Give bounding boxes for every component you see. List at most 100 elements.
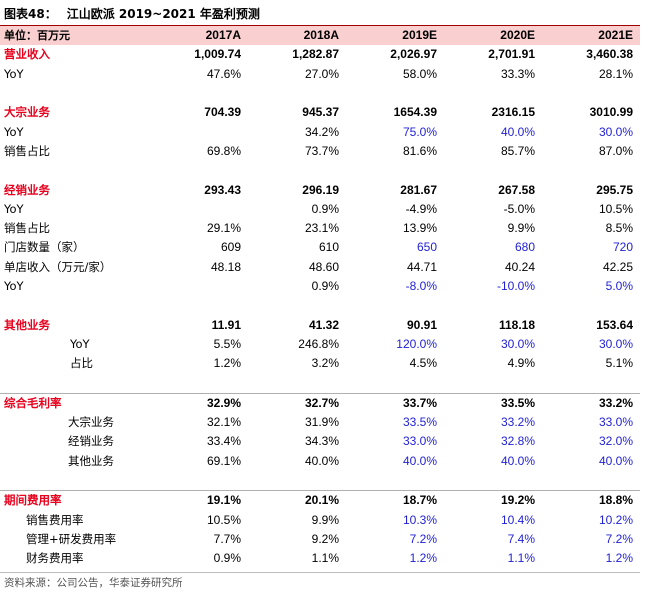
value-cell: 5.1% — [605, 356, 633, 371]
value-cell: 5.0% — [605, 279, 633, 293]
value-cell: 945.37 — [302, 105, 339, 120]
value-cell: 73.7% — [304, 143, 339, 158]
value-cell: 32.0% — [598, 434, 633, 449]
spacer-cell — [542, 296, 640, 315]
spacer-row — [0, 471, 640, 491]
value-cell: 30.0% — [598, 124, 633, 139]
spacer-cell — [150, 161, 248, 180]
value-cell: 11.91 — [211, 317, 241, 332]
value-cell: 7.7% — [213, 531, 241, 546]
year-header: 2017A — [150, 26, 248, 46]
value-cell: 609 — [220, 240, 241, 255]
value-cell: -10.0% — [496, 279, 535, 293]
year-header: 2020E — [444, 26, 542, 46]
table-row: 营业收入 1,009.74 1,282.87 2,026.97 2,701.91 3,46… — [0, 45, 640, 64]
table-row: YoY 5.5% 246.8% 120.0% 30.0% 30.0% — [0, 335, 640, 354]
value-cell: 3.2% — [311, 356, 339, 371]
value-cell: 7.4% — [507, 531, 535, 546]
value-cell: 7.2% — [409, 531, 437, 546]
spacer-cell — [444, 84, 542, 103]
value-cell: 10.3% — [402, 512, 437, 527]
value-cell: 69.8% — [206, 143, 241, 158]
title-divider — [0, 25, 640, 26]
value-cell: 33.0% — [598, 415, 633, 430]
value-cell: 40.0% — [402, 453, 437, 468]
table-row: 财务费用率 0.9% 1.1% 1.2% 1.1% 1.2% — [0, 549, 640, 568]
spacer-cell — [346, 84, 444, 103]
value-cell: 32.9% — [150, 392, 248, 413]
value-cell: 1.1% — [311, 551, 339, 566]
value-cell: 40.24 — [504, 259, 535, 274]
spacer-cell — [150, 84, 248, 103]
value-cell: 32.7% — [248, 392, 346, 413]
value-cell: -5.0% — [503, 201, 535, 216]
value-cell: 281.67 — [400, 182, 437, 197]
spacer-cell — [150, 373, 248, 393]
value-cell: 7.2% — [605, 531, 633, 546]
spacer-cell — [0, 296, 150, 315]
table-row: YoY 47.6% 27.0% 58.0% 33.3% 28.1% — [0, 65, 640, 84]
value-cell: 58.0% — [402, 66, 437, 81]
spacer-cell — [542, 373, 640, 393]
table-row: 销售费用率 10.5% 9.9% 10.3% 10.4% 10.2% — [0, 510, 640, 529]
row-label: 期间费用率 — [0, 490, 150, 511]
value-cell: 19.1% — [150, 490, 248, 511]
year-header: 2021E — [542, 26, 640, 46]
spacer-cell — [248, 84, 346, 103]
value-cell: 31.9% — [304, 415, 339, 430]
table-row: 销售占比 29.1% 23.1% 13.9% 9.9% 8.5% — [0, 219, 640, 238]
row-label: 门店数量（家） — [4, 240, 85, 255]
spacer-row — [0, 296, 640, 315]
row-label: 综合毛利率 — [0, 392, 150, 413]
value-cell: 32.8% — [500, 434, 535, 449]
value-cell: 10.5% — [598, 201, 633, 216]
value-cell: 10.5% — [206, 512, 241, 527]
table-row: 占比 1.2% 3.2% 4.5% 4.9% 5.1% — [0, 354, 640, 373]
value-cell — [150, 200, 248, 219]
value-cell: 41.32 — [308, 317, 339, 332]
spacer-cell — [542, 161, 640, 180]
value-cell: 1.1% — [507, 551, 535, 566]
table-row: 其他业务 69.1% 40.0% 40.0% 40.0% 40.0% — [0, 452, 640, 471]
value-cell: 29.1% — [206, 221, 241, 236]
value-cell: 33.5% — [444, 392, 542, 413]
value-cell: 87.0% — [598, 143, 633, 158]
table-row: 单店收入（万元/家） 48.18 48.60 44.71 40.24 42.25 — [0, 258, 640, 277]
value-cell: 0.9% — [311, 201, 339, 216]
value-cell: 30.0% — [598, 336, 633, 351]
value-cell: 40.0% — [500, 124, 535, 139]
row-label: 其他业务 — [4, 317, 50, 332]
value-cell: 23.1% — [304, 221, 339, 236]
value-cell: 18.8% — [542, 490, 640, 511]
value-cell: 1.2% — [605, 551, 633, 566]
value-cell: 90.91 — [406, 317, 437, 332]
value-cell: -8.0% — [405, 279, 437, 293]
figure-number: 图表48： — [4, 7, 57, 21]
spacer-cell — [444, 296, 542, 315]
value-cell: 33.7% — [346, 392, 444, 413]
row-label: YoY — [4, 201, 24, 216]
source-note: 资料来源：公司公告，华泰证券研究所 — [4, 577, 183, 589]
value-cell: 680 — [514, 240, 535, 255]
spacer-cell — [444, 373, 542, 393]
table-row: 经销业务 293.43 296.19 281.67 267.58 295.75 — [0, 180, 640, 199]
spacer-cell — [248, 471, 346, 491]
value-cell: 1.2% — [213, 356, 241, 371]
unit-label: 单位：百万元 — [0, 26, 150, 46]
value-cell: 120.0% — [396, 336, 437, 351]
value-cell: 75.0% — [402, 124, 437, 139]
table-row: 管理+研发费用率 7.7% 9.2% 7.2% 7.4% 7.2% — [0, 530, 640, 549]
row-label: YoY — [4, 279, 24, 293]
spacer-cell — [444, 161, 542, 180]
value-cell: 40.0% — [598, 453, 633, 468]
row-label: 大宗业务 — [68, 415, 114, 430]
value-cell: 610 — [318, 240, 339, 255]
row-label: 占比 — [70, 356, 93, 371]
row-label: 销售费用率 — [26, 512, 84, 527]
value-cell: 3,460.38 — [586, 47, 633, 62]
value-cell: 32.1% — [206, 415, 241, 430]
value-cell: 5.5% — [213, 336, 241, 351]
value-cell: 1,282.87 — [292, 47, 339, 62]
value-cell: 10.4% — [500, 512, 535, 527]
row-label: 销售占比 — [4, 221, 50, 236]
